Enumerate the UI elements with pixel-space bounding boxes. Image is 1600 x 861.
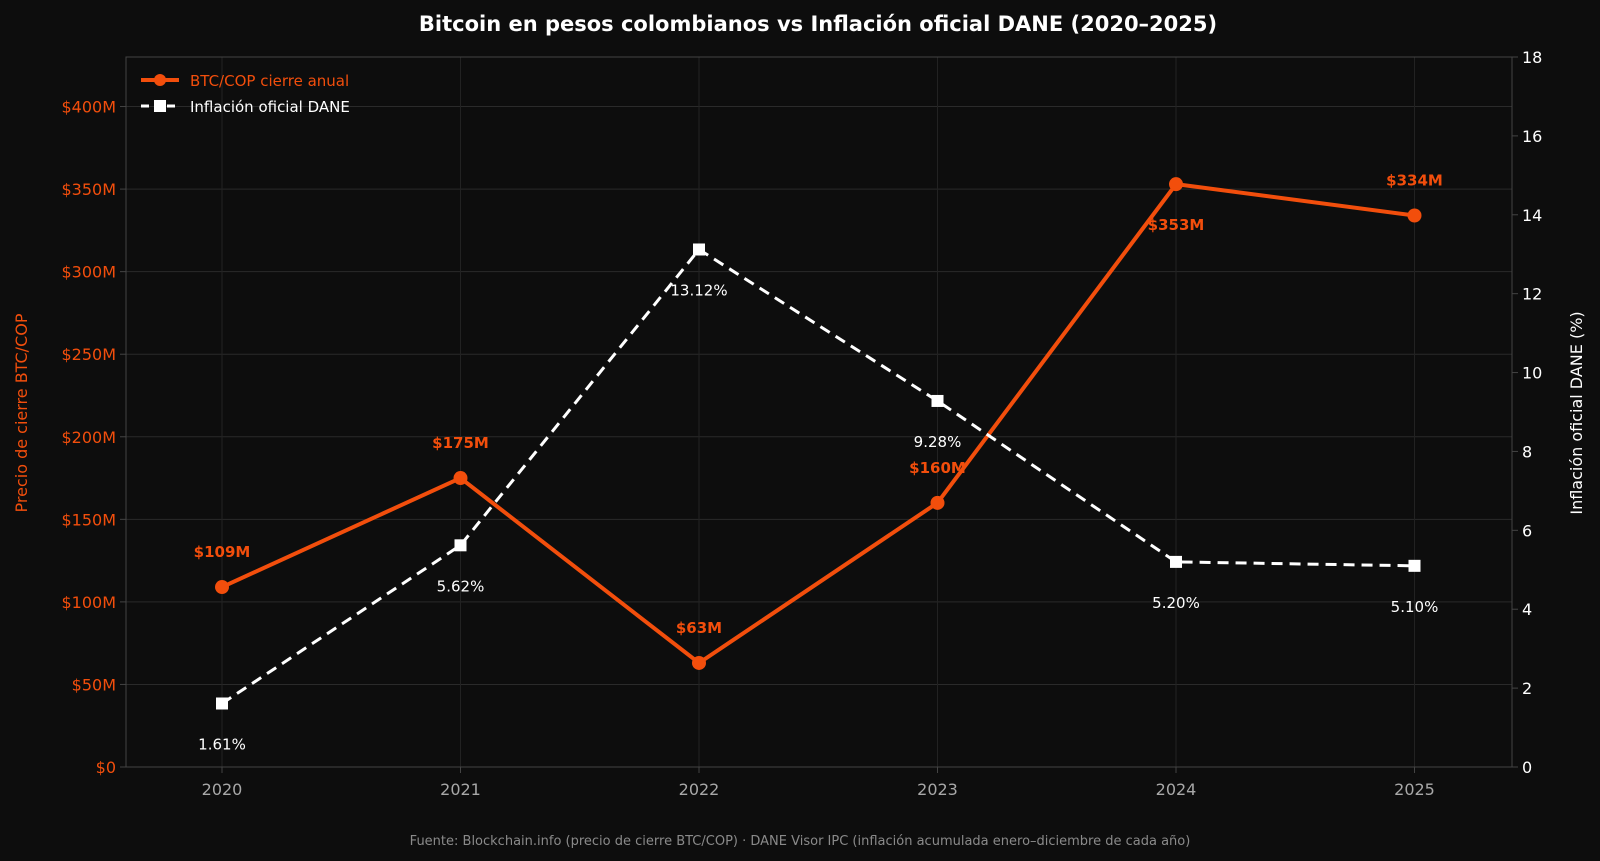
right-tick-label: 12 — [1522, 285, 1542, 304]
right-tick-label: 8 — [1522, 442, 1532, 461]
x-tick-label: 2020 — [202, 780, 243, 799]
btc-data-label: $353M — [1148, 216, 1205, 234]
plot-frame — [125, 56, 1513, 768]
x-tick-label: 2022 — [679, 780, 720, 799]
right-axis-ticks: 0 2 4 6 8 10 12 14 16 18 — [1512, 48, 1542, 777]
inflation-data-label: 5.10% — [1391, 598, 1439, 616]
right-tick-label: 2 — [1522, 679, 1532, 698]
left-tick-label: $0 — [96, 758, 116, 777]
btc-point — [215, 580, 229, 595]
right-tick-label: 4 — [1522, 600, 1532, 619]
inflation-point — [693, 243, 705, 256]
inflation-data-label: 13.12% — [670, 281, 727, 299]
right-tick-label: 0 — [1522, 758, 1532, 777]
left-tick-label: $250M — [61, 345, 116, 364]
legend: BTC/COP cierre anual Inflación oficial D… — [141, 72, 350, 116]
inflation-point — [454, 539, 467, 552]
data-labels: $109M $175M $63M $160M $353M $334M 1.61% 5.62% 1… — [194, 172, 1443, 754]
btc-point — [1407, 208, 1422, 223]
left-tick-label: $150M — [61, 510, 116, 529]
inflation-point — [1170, 555, 1182, 568]
btc-data-label: $63M — [676, 619, 722, 637]
btc-data-label: $109M — [194, 543, 251, 561]
btc-point — [692, 655, 706, 670]
left-axis-ticks: $0 $50M $100M $150M $200M $250M $300M $350M $400… — [61, 98, 126, 777]
right-tick-label: 6 — [1522, 521, 1532, 540]
btc-data-label: $160M — [909, 459, 966, 477]
x-axis-ticks: 2020 2021 2022 2023 2024 2025 — [202, 767, 1435, 799]
left-tick-label: $400M — [61, 98, 116, 117]
btc-series-line — [221, 182, 1415, 665]
left-tick-label: $300M — [61, 263, 116, 282]
right-tick-label: 10 — [1522, 364, 1542, 383]
btc-data-label: $175M — [432, 434, 489, 452]
plot-border — [125, 56, 1513, 768]
left-tick-label: $200M — [61, 428, 116, 447]
inflation-point — [216, 697, 228, 710]
legend-label-inflation: Inflación oficial DANE — [190, 98, 350, 116]
right-tick-label: 16 — [1522, 127, 1542, 146]
inflation-point — [1408, 559, 1421, 572]
x-tick-label: 2023 — [917, 780, 958, 799]
inflation-series-line — [221, 247, 1415, 705]
inflation-point — [931, 394, 944, 407]
inflation-data-label: 1.61% — [198, 735, 246, 753]
btc-point — [930, 495, 945, 510]
left-tick-label: $50M — [72, 675, 116, 694]
x-tick-label: 2025 — [1394, 780, 1435, 799]
inflation-data-label: 9.28% — [914, 433, 962, 451]
source-note: Fuente: Blockchain.info (precio de cierr… — [410, 834, 1191, 849]
inflation-data-label: 5.62% — [437, 577, 485, 595]
btc-point — [1169, 177, 1183, 192]
right-tick-label: 18 — [1522, 48, 1542, 67]
inflation-data-label: 5.20% — [1152, 594, 1200, 612]
legend-marker-inflation — [154, 100, 166, 112]
right-axis-label: Inflación oficial DANE (%) — [1567, 311, 1586, 514]
right-tick-label: 14 — [1522, 206, 1542, 225]
grid — [126, 57, 1512, 768]
left-axis-label: Precio de cierre BTC/COP — [12, 313, 31, 512]
btc-point — [453, 471, 468, 486]
legend-marker-btc — [154, 74, 166, 86]
chart-title: Bitcoin en pesos colombianos vs Inflació… — [419, 12, 1217, 36]
legend-label-btc: BTC/COP cierre anual — [190, 72, 349, 90]
x-tick-label: 2024 — [1156, 780, 1197, 799]
series — [215, 177, 1422, 710]
x-tick-label: 2021 — [440, 780, 481, 799]
left-tick-label: $350M — [61, 180, 116, 199]
left-tick-label: $100M — [61, 593, 116, 612]
btc-data-label: $334M — [1386, 172, 1443, 190]
